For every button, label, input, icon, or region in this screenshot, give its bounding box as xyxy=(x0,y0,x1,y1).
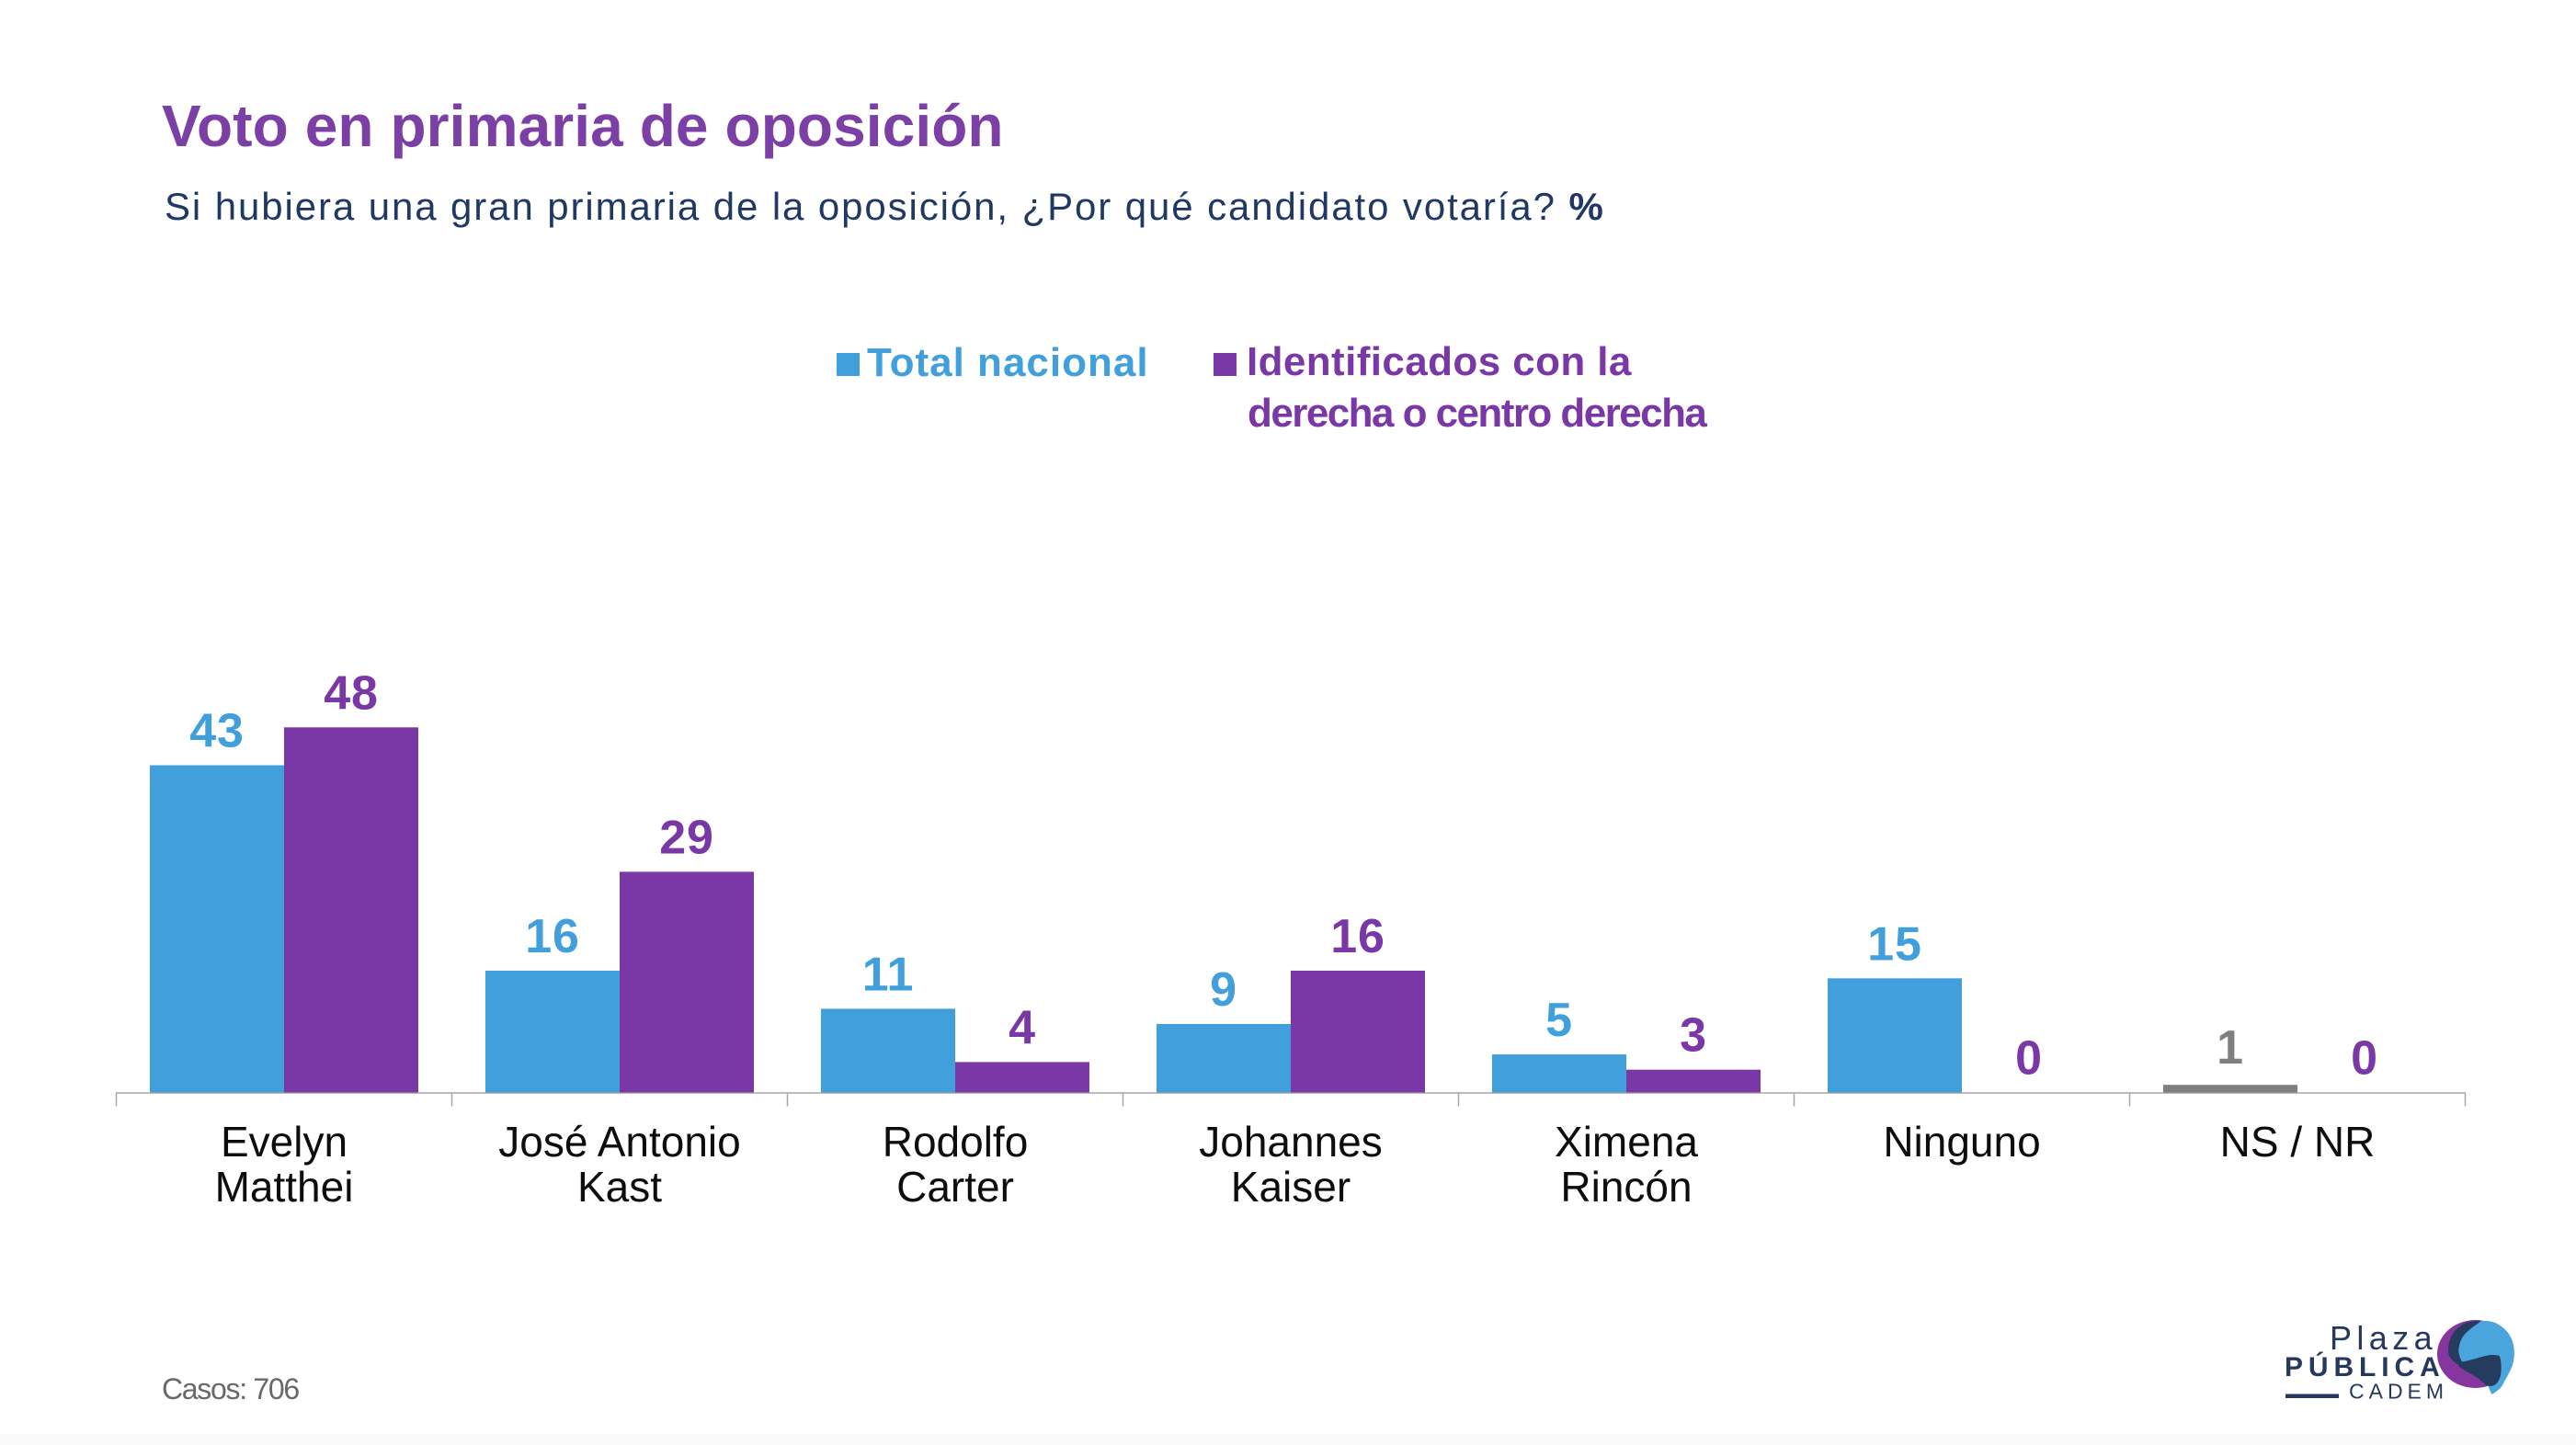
svg-text:Si hubiera una gran primaria d: Si hubiera una gran primaria de la oposi… xyxy=(165,185,1605,228)
svg-text:Ximena: Ximena xyxy=(1555,1118,1698,1166)
svg-text:Rodolfo: Rodolfo xyxy=(883,1118,1029,1166)
svg-text:9: 9 xyxy=(1210,963,1237,1017)
svg-text:0: 0 xyxy=(2015,1032,2043,1086)
svg-text:43: 43 xyxy=(189,705,244,758)
svg-text:16: 16 xyxy=(525,910,579,963)
svg-text:Total nacional: Total nacional xyxy=(867,340,1149,385)
svg-text:Ninguno: Ninguno xyxy=(1883,1118,2040,1166)
svg-text:Plaza: Plaza xyxy=(2330,1319,2437,1357)
svg-text:Identificados con la: Identificados con la xyxy=(1247,339,1632,384)
svg-text:Kast: Kast xyxy=(577,1163,662,1211)
svg-text:Voto en primaria de oposición: Voto en primaria de oposición xyxy=(162,93,1004,159)
svg-text:Rincón: Rincón xyxy=(1560,1163,1692,1211)
svg-text:PÚBLICA: PÚBLICA xyxy=(2285,1351,2445,1382)
svg-text:11: 11 xyxy=(862,948,915,1001)
svg-text:1: 1 xyxy=(2217,1021,2244,1075)
svg-text:5: 5 xyxy=(1545,994,1573,1047)
svg-text:Evelyn: Evelyn xyxy=(221,1118,348,1166)
svg-text:NS / NR: NS / NR xyxy=(2220,1118,2376,1166)
svg-text:15: 15 xyxy=(1867,917,1921,971)
svg-text:José Antonio: José Antonio xyxy=(498,1118,740,1166)
svg-text:Matthei: Matthei xyxy=(215,1163,354,1211)
svg-text:16: 16 xyxy=(1330,910,1385,963)
svg-text:Johannes: Johannes xyxy=(1199,1118,1383,1166)
svg-text:4: 4 xyxy=(1009,1001,1036,1054)
svg-text:Kaiser: Kaiser xyxy=(1231,1163,1351,1211)
svg-text:48: 48 xyxy=(324,666,378,720)
svg-text:3: 3 xyxy=(1680,1009,1707,1063)
svg-text:0: 0 xyxy=(2351,1032,2378,1086)
svg-text:Casos: 706: Casos: 706 xyxy=(162,1372,299,1405)
svg-text:Carter: Carter xyxy=(896,1163,1014,1211)
svg-text:CADEM: CADEM xyxy=(2349,1380,2448,1404)
svg-text:derecha o centro derecha: derecha o centro derecha xyxy=(1248,391,1707,436)
svg-text:29: 29 xyxy=(659,811,713,864)
